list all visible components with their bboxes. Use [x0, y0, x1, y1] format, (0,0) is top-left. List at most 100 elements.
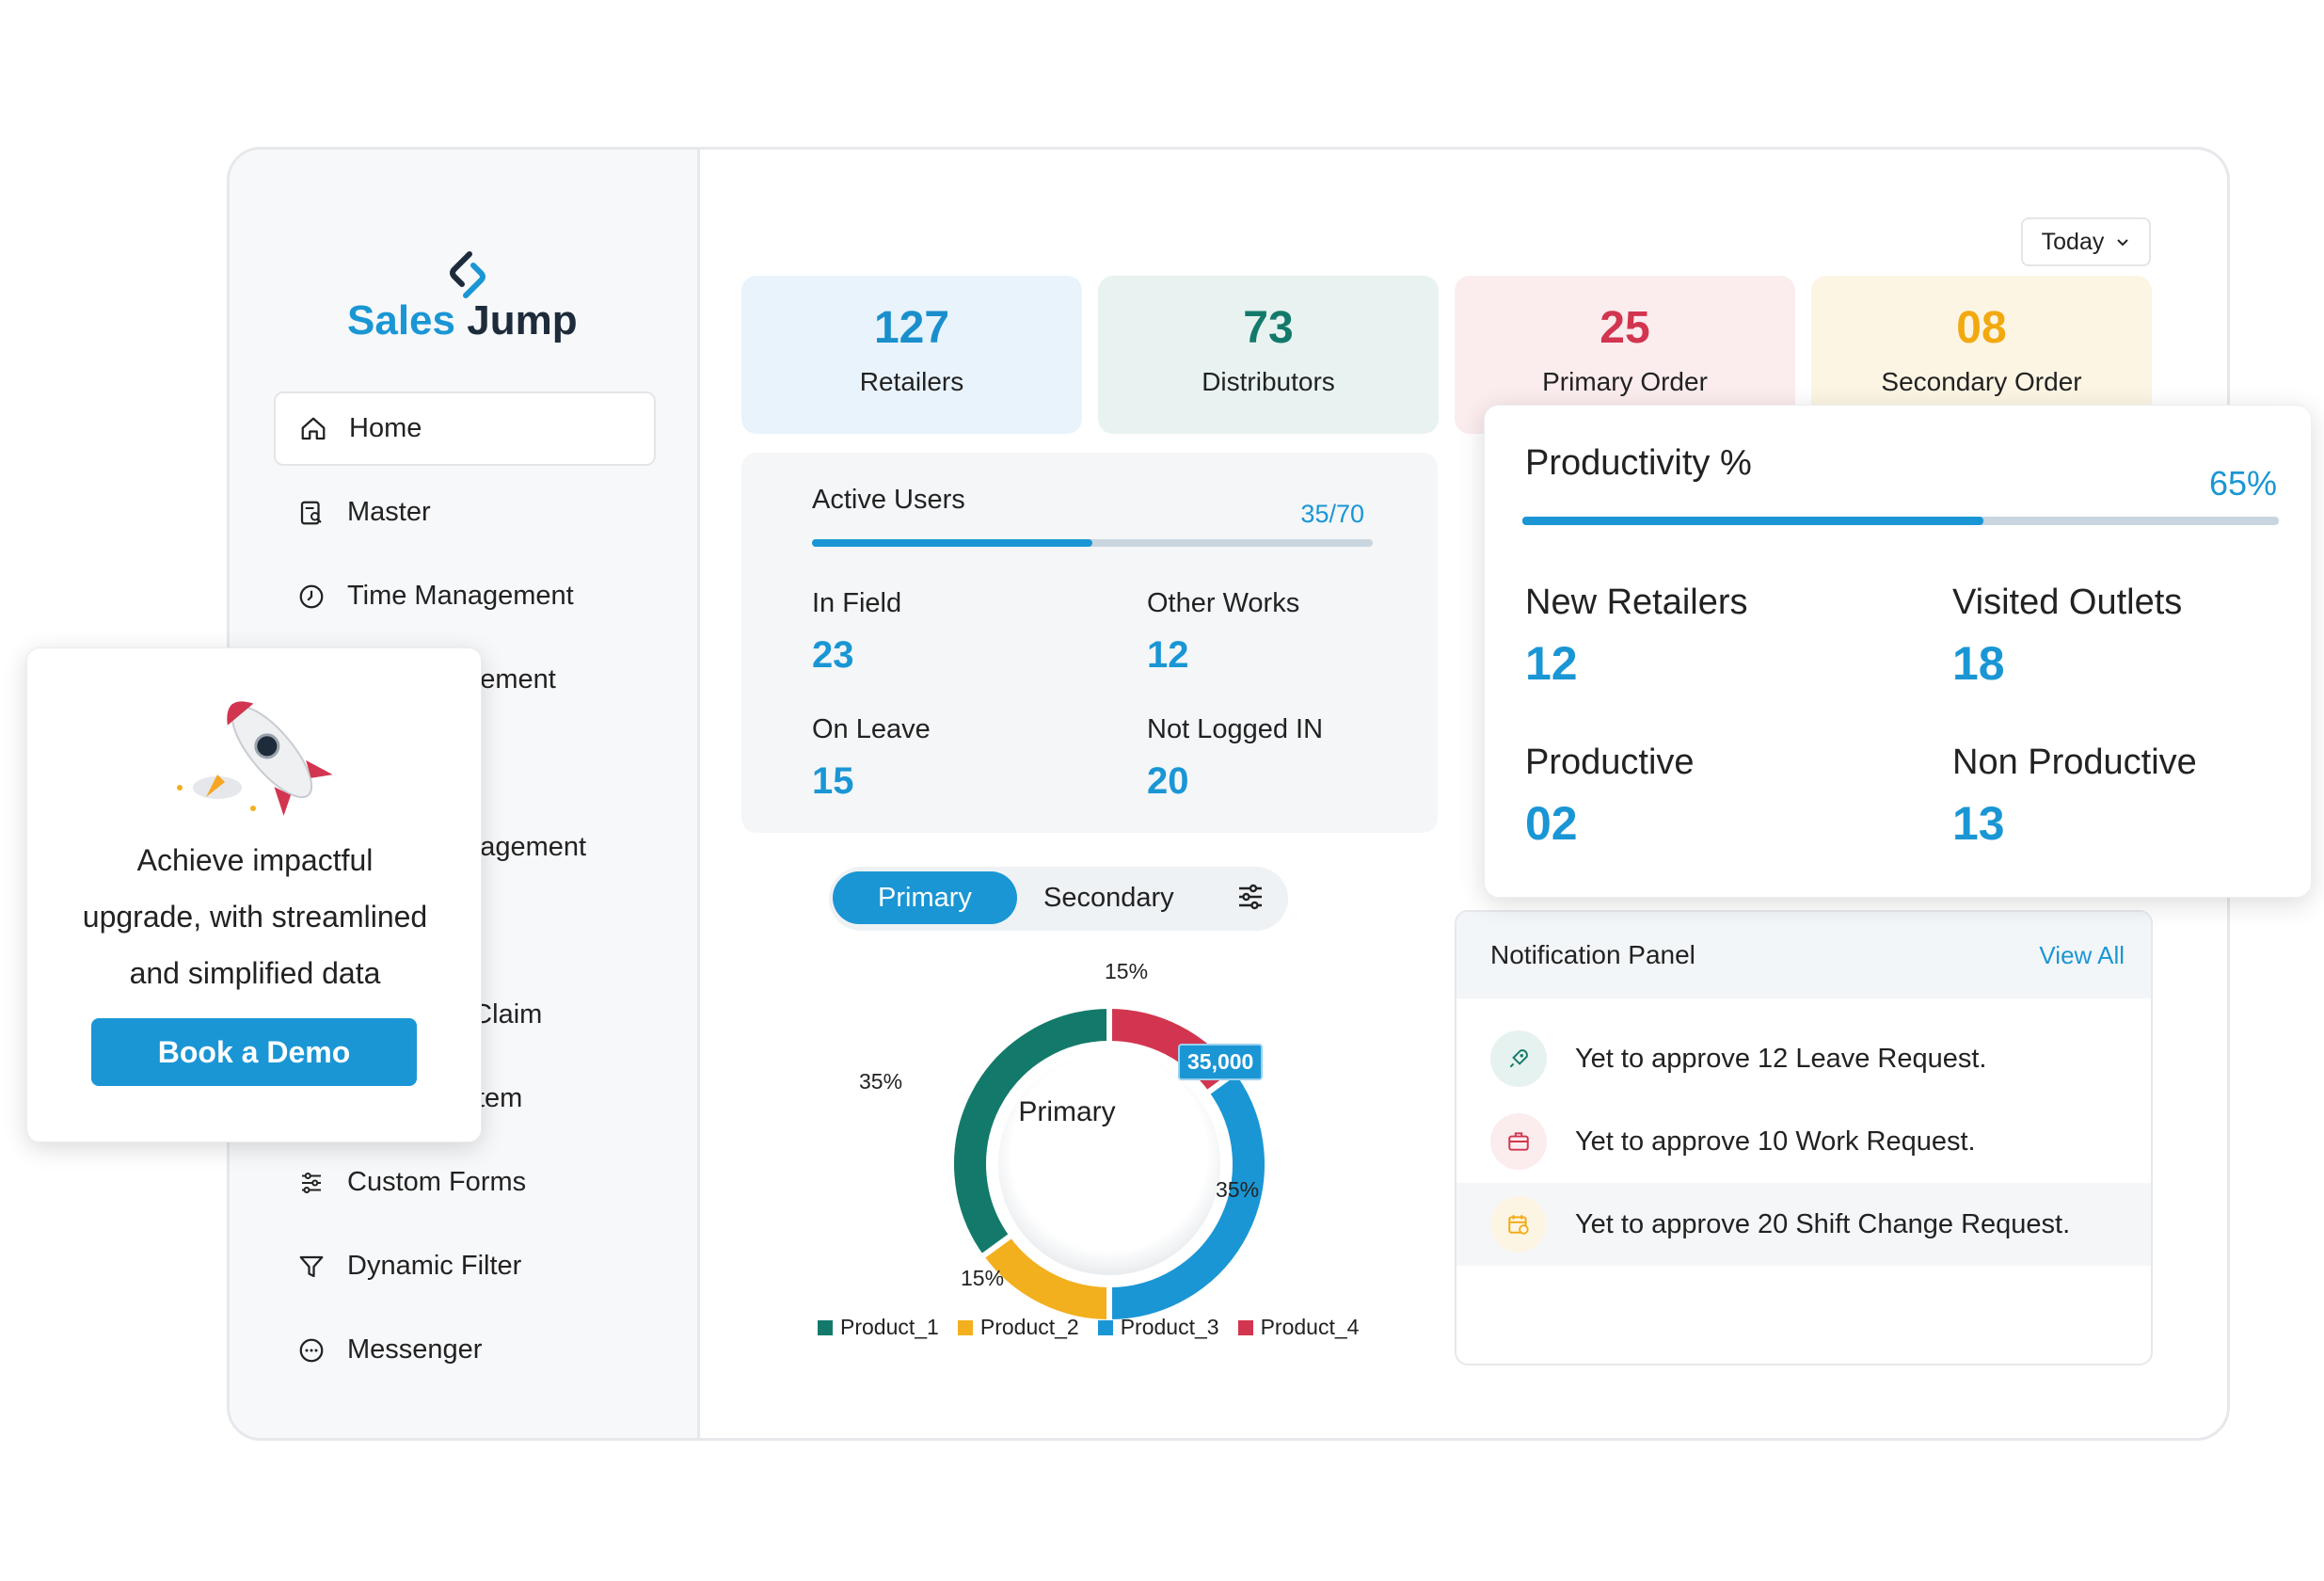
active-users-count: 35/70 [1300, 500, 1364, 528]
active-users-card: Active Users 35/70 In Field 23 Other Wor… [741, 453, 1438, 833]
visited-outlets-stat: Visited Outlets 18 [1952, 583, 2182, 691]
briefcase-icon [1490, 1113, 1547, 1170]
promo-card: Achieve impactful upgrade, with streamli… [26, 647, 482, 1142]
sidebar-item-label: Master [347, 497, 431, 527]
productive-stat: Productive 02 [1525, 743, 1695, 851]
donut-slice-product-3[interactable] [1106, 1067, 1270, 1326]
active-users-progress-bar [812, 539, 1373, 547]
stat-card-distributors[interactable]: 73 Distributors [1098, 276, 1439, 434]
slice-label-product-3: 35% [1216, 1177, 1260, 1202]
legend-label: Product_3 [1120, 1315, 1219, 1339]
legend-item-product-2[interactable]: Product_2 [957, 1315, 1079, 1340]
sidebar-item-home[interactable]: Home [274, 391, 656, 466]
notification-item[interactable]: Yet to approve 10 Work Request. [1456, 1100, 2151, 1183]
sliders-icon [296, 1168, 326, 1198]
stat-label: Distributors [1202, 367, 1335, 396]
rocket-icon [177, 701, 333, 816]
notification-text: Yet to approve 20 Shift Change Request. [1575, 1208, 2071, 1239]
brand-logo[interactable]: Sales Jump [347, 248, 592, 361]
new-retailers-label: New Retailers [1525, 583, 1748, 622]
chat-icon [296, 1335, 326, 1365]
view-all-link[interactable]: View All [2039, 940, 2125, 969]
not-logged-in-stat: Not Logged IN 20 [1147, 714, 1323, 803]
other-works-stat: Other Works 12 [1147, 588, 1299, 677]
notification-panel: Notification Panel View All Yet to appro… [1455, 910, 2153, 1365]
in-field-stat: In Field 23 [812, 588, 901, 677]
sidebar-item-label: Messenger [347, 1334, 483, 1365]
notification-text: Yet to approve 10 Work Request. [1575, 1126, 1976, 1157]
non-productive-value: 13 [1952, 797, 2005, 850]
sidebar-item-time-management[interactable]: Time Management [274, 559, 656, 633]
slice-label-product-4: 15% [1105, 959, 1149, 983]
in-field-label: In Field [812, 588, 902, 618]
stat-value: 127 [873, 303, 950, 353]
sidebar-item-dynamic-filter[interactable]: Dynamic Filter [274, 1229, 656, 1303]
donut-slice-product-1[interactable] [948, 1002, 1112, 1261]
legend-item-product-4[interactable]: Product_4 [1237, 1315, 1359, 1340]
in-field-value: 23 [812, 634, 854, 676]
sidebar-item-messenger[interactable]: Messenger [274, 1313, 656, 1387]
secondary-toggle-button[interactable]: Secondary [1043, 882, 1174, 913]
visited-outlets-value: 18 [1952, 637, 2005, 690]
other-works-value: 12 [1147, 634, 1189, 676]
legend-item-product-3[interactable]: Product_3 [1097, 1315, 1219, 1340]
notification-item[interactable]: Yet to approve 20 Shift Change Request. [1456, 1183, 2151, 1266]
notification-title: Notification Panel [1490, 940, 1695, 969]
legend-label: Product_1 [840, 1315, 939, 1339]
sidebar-item-label: Time Management [347, 581, 574, 611]
clock-icon [296, 582, 326, 612]
notification-item[interactable]: Yet to approve 12 Leave Request. [1456, 1017, 2151, 1100]
visited-outlets-label: Visited Outlets [1952, 583, 2183, 622]
chart-type-toggle: Primary Secondary [829, 867, 1288, 931]
legend-swatch [1097, 1319, 1113, 1335]
notification-text: Yet to approve 12 Leave Request. [1575, 1043, 1987, 1074]
sidebar-item-master[interactable]: Master [274, 475, 656, 550]
other-works-label: Other Works [1147, 588, 1300, 618]
donut-value-callout: 35,000 [1178, 1044, 1264, 1080]
book-demo-button[interactable]: Book a Demo [91, 1018, 417, 1086]
logo-icon [450, 251, 485, 298]
productivity-progress-fill [1522, 517, 1984, 525]
productivity-panel: Productivity % 65% New Retailers 12 Visi… [1484, 405, 2312, 898]
stat-value: 25 [1600, 303, 1650, 353]
stat-value: 08 [1956, 303, 2007, 353]
non-productive-stat: Non Productive 13 [1952, 743, 2197, 851]
donut-center-label: Primary [1018, 1096, 1116, 1127]
sidebar-item-label: Custom Forms [347, 1167, 527, 1197]
legend-swatch [957, 1319, 973, 1335]
date-filter-value: Today [2041, 228, 2105, 255]
notification-header: Notification Panel View All [1456, 912, 2151, 998]
funnel-icon [296, 1252, 326, 1282]
date-filter-select[interactable]: Today [2021, 217, 2151, 266]
primary-donut-chart [948, 1002, 1270, 1326]
productive-label: Productive [1525, 743, 1695, 782]
productivity-progress-bar [1522, 517, 2279, 525]
filter-sliders-icon[interactable] [1234, 880, 1271, 918]
productivity-percent: 65% [2208, 464, 2277, 503]
new-retailers-stat: New Retailers 12 [1525, 583, 1748, 691]
not-logged-in-label: Not Logged IN [1147, 714, 1324, 744]
stat-label: Primary Order [1542, 367, 1708, 396]
promo-message: Achieve impactful upgrade, with streamli… [46, 832, 464, 1001]
not-logged-in-value: 20 [1147, 760, 1189, 802]
stat-card-retailers[interactable]: 127 Retailers [741, 276, 1082, 434]
primary-toggle-button[interactable]: Primary [833, 871, 1017, 924]
active-users-progress-fill [812, 539, 1092, 547]
slice-label-product-1: 35% [859, 1069, 903, 1094]
legend-item-product-1[interactable]: Product_1 [818, 1315, 939, 1340]
non-productive-label: Non Productive [1952, 743, 2197, 782]
chart-legend: Product_1 Product_2 Product_3 Product_4 [818, 1315, 1359, 1340]
sidebar-item-label: Home [349, 413, 422, 443]
legend-swatch [818, 1319, 833, 1335]
productivity-title: Productivity % [1525, 443, 1752, 483]
on-leave-stat: On Leave 15 [812, 714, 931, 803]
promo-line-1: Achieve impactful [136, 843, 374, 877]
on-leave-value: 15 [812, 760, 854, 802]
sidebar-item-custom-forms[interactable]: Custom Forms [274, 1145, 656, 1220]
slice-label-product-2: 15% [961, 1266, 1005, 1290]
stat-value: 73 [1243, 303, 1294, 353]
rocket-icon [1490, 1030, 1547, 1087]
new-retailers-value: 12 [1525, 637, 1578, 690]
home-icon [298, 414, 328, 444]
active-users-title: Active Users [812, 485, 965, 515]
